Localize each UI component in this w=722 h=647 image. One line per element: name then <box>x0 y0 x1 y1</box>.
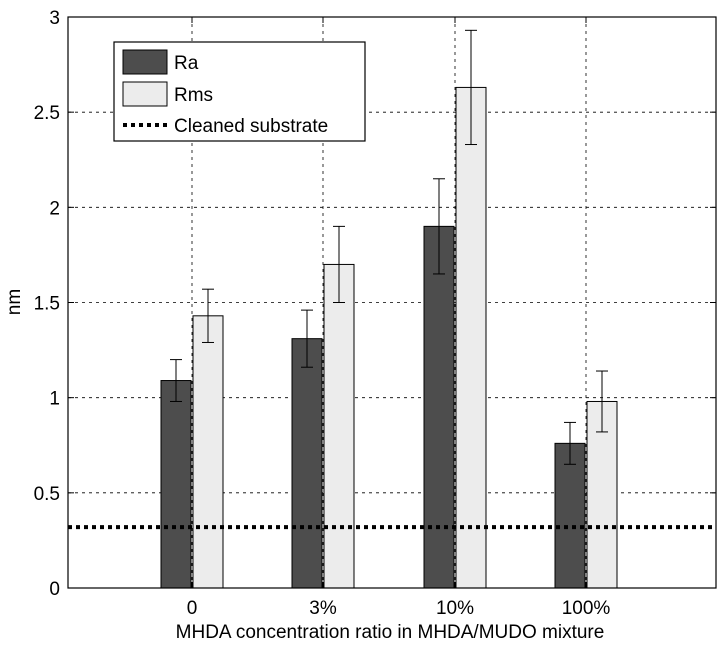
legend-swatch-rms <box>122 81 168 107</box>
y-tick-label: 3 <box>49 8 60 29</box>
bar-series <box>160 29 618 589</box>
legend: Ra Rms Cleaned substrate <box>113 41 366 142</box>
x-axis-label: MHDA concentration ratio in MHDA/MUDO mi… <box>176 622 605 643</box>
y-tick-label: 2 <box>49 198 60 219</box>
bar-ra-1 <box>291 338 323 589</box>
legend-label-rms: Rms <box>174 85 213 106</box>
bar-ra-3 <box>554 442 586 589</box>
bar-rms-2 <box>455 86 487 589</box>
y-tick-label: 0 <box>49 579 60 600</box>
y-tick-label: 2.5 <box>34 103 60 124</box>
legend-label-ra: Ra <box>174 53 199 74</box>
x-tick-label: 100% <box>562 598 611 619</box>
bar-rms-1 <box>323 263 355 589</box>
y-axis-label: nm <box>4 289 25 315</box>
x-axis-ticks: 0 3% 10% 100% <box>187 17 611 619</box>
legend-swatch-ra <box>122 49 168 75</box>
legend-label-cleaned-substrate: Cleaned substrate <box>174 116 328 137</box>
bar-ra-0 <box>160 380 192 589</box>
y-axis-ticks: 0 0.5 1 1.5 2 2.5 3 <box>34 8 716 600</box>
x-tick-label: 3% <box>309 598 337 619</box>
x-tick-label: 10% <box>436 598 474 619</box>
y-tick-label: 1 <box>49 389 60 410</box>
bar-ra-2 <box>423 225 455 589</box>
x-tick-label: 0 <box>187 598 198 619</box>
bar-rms-0 <box>192 315 224 589</box>
y-tick-label: 0.5 <box>34 484 60 505</box>
y-tick-label: 1.5 <box>34 294 60 315</box>
